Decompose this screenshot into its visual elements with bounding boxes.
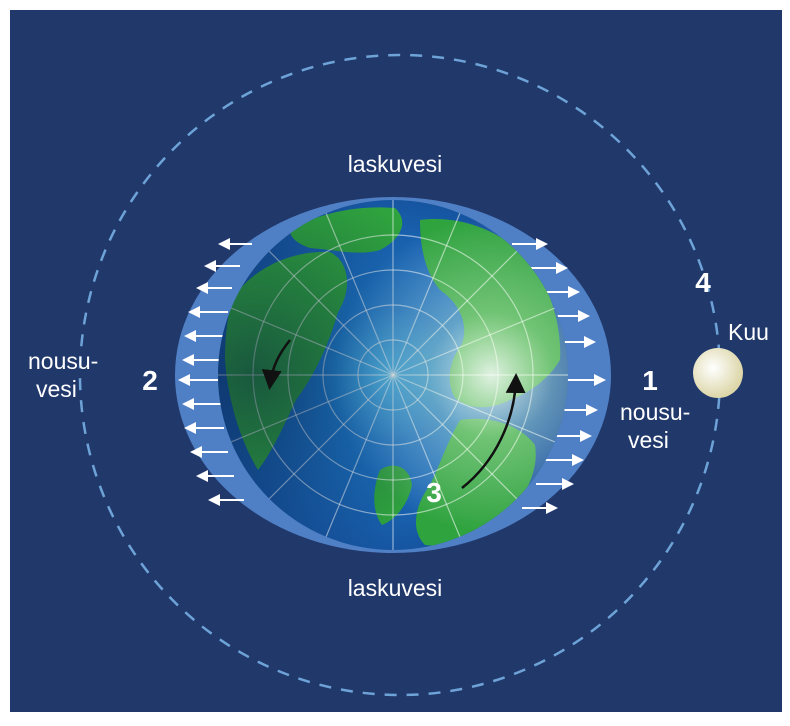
top-low-tide-label: laskuvesi <box>348 151 443 177</box>
rotation-number-label: 3 <box>426 477 442 508</box>
rotation-arrow-right <box>461 373 526 489</box>
left-tide-arrows <box>178 238 252 506</box>
left-number-label: 2 <box>142 365 158 396</box>
orbit-number-label: 4 <box>695 267 711 298</box>
left-high-tide-label-1: nousu- <box>28 348 98 374</box>
right-high-tide-label-1: nousu- <box>620 399 690 425</box>
right-number-label: 1 <box>642 365 658 396</box>
right-high-tide-label-2: vesi <box>628 427 669 453</box>
moon <box>693 348 743 398</box>
rotation-arrow-left <box>261 339 291 390</box>
earth-globe <box>218 200 568 550</box>
moon-label: Kuu <box>728 319 769 345</box>
bottom-low-tide-label: laskuvesi <box>348 575 443 601</box>
left-high-tide-label-2: vesi <box>36 376 77 402</box>
earth-shadow <box>218 200 568 550</box>
